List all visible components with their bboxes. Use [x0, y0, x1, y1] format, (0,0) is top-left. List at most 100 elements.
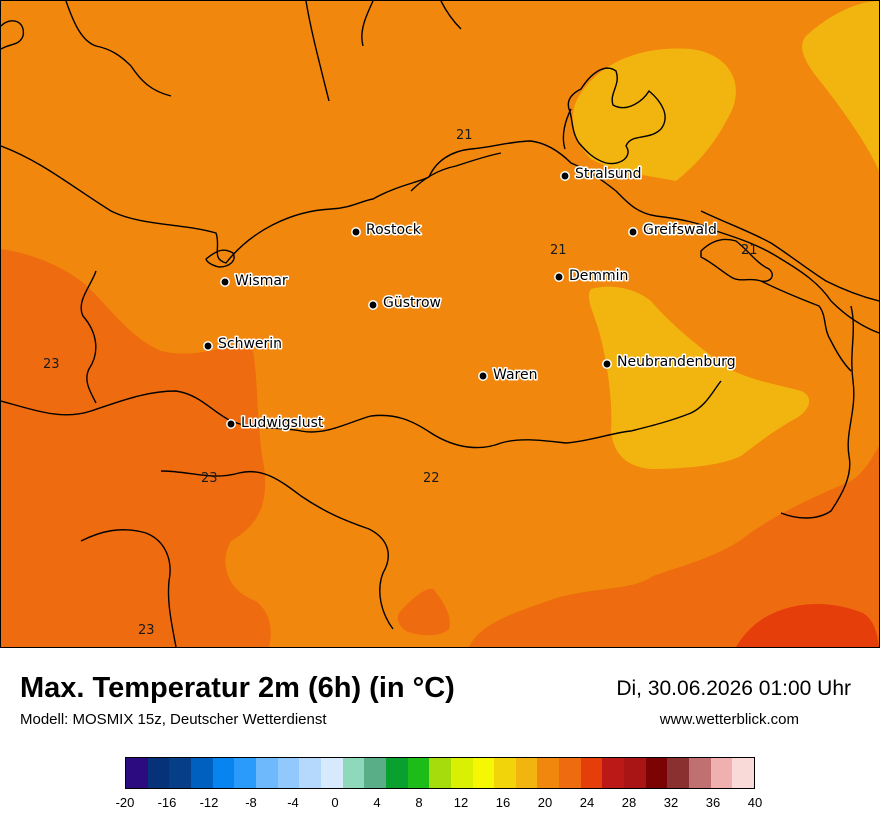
legend-swatch — [277, 758, 300, 788]
border-top-mid — [65, 1, 172, 97]
coastline-stettin-lagoon — [760, 280, 852, 372]
border-east-upper — [700, 210, 879, 302]
legend-swatch — [212, 758, 235, 788]
legend-tick-label: 0 — [331, 795, 339, 810]
city-label-wismar: Wismar — [235, 273, 288, 289]
map-canvas: 21 21 21 23 23 22 23 Stralsund Rostock G… — [1, 1, 879, 647]
city-marker — [478, 371, 488, 381]
contour-label-23-ludwigslust: 23 — [201, 471, 218, 486]
legend-swatch — [559, 758, 581, 788]
city-marker — [602, 359, 612, 369]
city-label-rostock: Rostock — [366, 222, 422, 238]
legend-swatch — [732, 758, 755, 788]
legend-swatch — [624, 758, 646, 788]
contour-label-22-south: 22 — [423, 471, 440, 486]
temperature-band-20-22-ruegen — [572, 48, 736, 181]
city-marker — [368, 300, 378, 310]
temperature-band-20-22-east — [588, 286, 810, 469]
coastline-usedom — [700, 238, 773, 283]
legend-tick-label: 40 — [747, 795, 763, 810]
coastline-poel — [205, 249, 235, 268]
legend-tick-label: 20 — [537, 795, 553, 810]
city-marker — [226, 419, 236, 429]
city-label-demmin: Demmin — [569, 268, 628, 284]
city-marker — [203, 341, 213, 351]
city-label-neubrandenburg: Neubrandenburg — [617, 354, 736, 370]
temperature-band-24-26-west — [1, 249, 271, 647]
city-marker — [554, 272, 564, 282]
border-south-left — [80, 529, 177, 647]
legend-tick-label: 24 — [579, 795, 595, 810]
legend-swatch — [537, 758, 560, 788]
city-label-greifswald: Greifswald — [643, 222, 717, 238]
legend-tick-label: 12 — [453, 795, 469, 810]
legend-swatch — [472, 758, 495, 788]
border-south-lower — [160, 470, 394, 630]
forecast-datetime: Di, 30.06.2026 01:00 Uhr — [616, 677, 851, 700]
contour-label-21-north: 21 — [456, 128, 473, 143]
city-greifswald[interactable]: Greifswald — [628, 221, 718, 240]
coastline-hiddensee — [562, 108, 572, 150]
city-stralsund[interactable]: Stralsund — [560, 165, 643, 184]
website-link[interactable]: www.wetterblick.com — [659, 711, 799, 728]
city-label-waren: Waren — [493, 367, 537, 383]
legend-tick-label: 36 — [705, 795, 721, 810]
coastline-ruegen — [567, 67, 666, 165]
legend-swatch — [450, 758, 473, 788]
coastline-mainland — [1, 140, 879, 334]
legend-swatch — [385, 758, 408, 788]
legend-swatch — [602, 758, 625, 788]
city-marker — [220, 277, 230, 287]
city-guestrow[interactable]: Güstrow — [368, 294, 442, 313]
city-demmin[interactable]: Demmin — [554, 267, 630, 286]
temperature-band-24-26-southeast — [469, 446, 879, 647]
city-ludwigslust[interactable]: Ludwigslust — [226, 414, 325, 433]
legend-swatch — [126, 758, 148, 788]
border-state-south — [1, 380, 722, 449]
city-label-schwerin: Schwerin — [218, 336, 282, 352]
legend-swatch — [320, 758, 343, 788]
coastline-and-borders — [1, 1, 879, 647]
city-wismar[interactable]: Wismar — [220, 272, 289, 291]
legend-swatch — [710, 758, 733, 788]
legend-swatch — [494, 758, 516, 788]
temperature-map[interactable]: 21 21 21 23 23 22 23 Stralsund Rostock G… — [0, 0, 880, 648]
city-neubrandenburg[interactable]: Neubrandenburg — [602, 353, 737, 372]
legend-swatch — [645, 758, 668, 788]
border-west — [80, 270, 97, 404]
contour-label-21-usedom: 21 — [741, 243, 758, 258]
city-marker — [628, 227, 638, 237]
legend-swatch — [190, 758, 213, 788]
legend-swatch — [429, 758, 451, 788]
legend-tick-label: 8 — [415, 795, 423, 810]
legend-swatch — [407, 758, 430, 788]
legend-swatch — [515, 758, 538, 788]
legend-swatch — [342, 758, 365, 788]
border-top-left — [1, 20, 25, 50]
legend-tick-label: 4 — [373, 795, 381, 810]
legend-tick-label: 16 — [495, 795, 511, 810]
map-title: Max. Temperatur 2m (6h) (in °C) — [20, 672, 455, 704]
coastline-fischland — [410, 152, 502, 192]
legend-tick-label: -4 — [287, 795, 299, 810]
legend-swatch — [255, 758, 278, 788]
color-legend-ticks: -20 -16 -12 -8 -4 0 4 8 12 16 20 24 28 32 36 40 — [116, 795, 763, 815]
city-schwerin[interactable]: Schwerin — [203, 335, 284, 354]
legend-swatch — [169, 758, 191, 788]
city-marker — [560, 171, 570, 181]
city-rostock[interactable]: Rostock — [351, 221, 423, 240]
contour-label-23-west: 23 — [43, 357, 60, 372]
temperature-band-26-28-southeast — [736, 603, 879, 647]
city-marker — [351, 227, 361, 237]
legend-swatch — [234, 758, 256, 788]
legend-swatch — [689, 758, 711, 788]
legend-tick-label: 28 — [621, 795, 637, 810]
city-label-stralsund: Stralsund — [575, 166, 642, 182]
temperature-band-24-26-south — [397, 588, 450, 636]
city-waren[interactable]: Waren — [478, 366, 539, 385]
legend-tick-label: -12 — [199, 795, 219, 810]
legend-swatch — [299, 758, 321, 788]
legend-tick-label: -16 — [157, 795, 177, 810]
contour-label-21-demmin: 21 — [550, 243, 567, 258]
model-source: Modell: MOSMIX 15z, Deutscher Wetterdien… — [20, 711, 327, 728]
